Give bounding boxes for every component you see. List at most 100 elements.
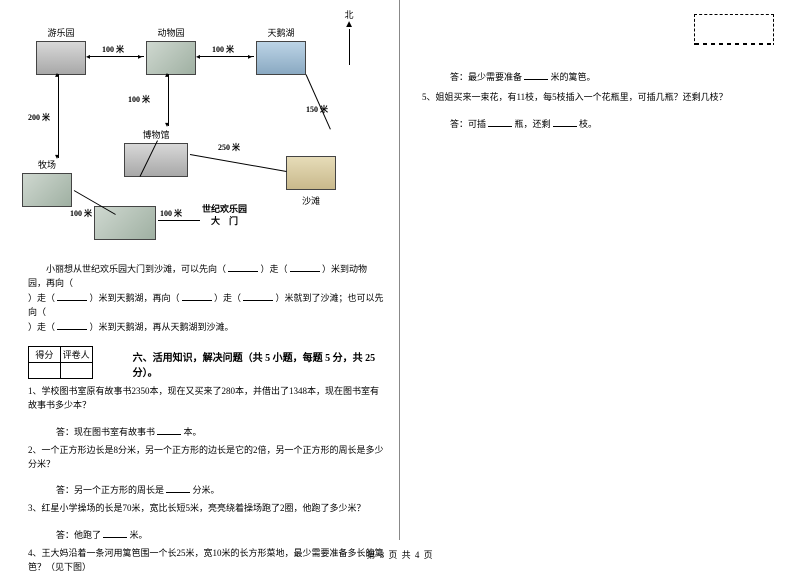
mq-3b: ）米到天鹅湖，再从天鹅湖到沙滩。 (90, 322, 234, 332)
gate-thumb (94, 206, 156, 240)
map-diagram: 北 ▲ 游乐园 动物园 天鹅湖 牧场 博物馆 (28, 8, 358, 258)
mq-2b: ）米到天鹅湖，再向（ (90, 293, 180, 303)
q3-answer: 答：他跑了 米。 (56, 528, 385, 541)
arrow-icon: ▸ (138, 52, 142, 61)
park-thumb (36, 41, 86, 75)
q1-text: 1、学校图书室原有故事书2350本，现在又买来了280本，并借出了1348本，现… (28, 385, 385, 413)
mq-1b: ）走（ (261, 264, 288, 274)
blank[interactable] (182, 291, 212, 301)
map-question: 小丽想从世纪欢乐园大门到沙滩，可以先向（ ）走（ ）米到动物园，再向（ ）走（ … (28, 262, 385, 335)
line-zoo-museum (168, 74, 169, 126)
blank[interactable] (103, 528, 127, 538)
q5-answer: 答：可插 瓶，还剩 枝。 (450, 117, 778, 130)
museum-label: 博物馆 (124, 128, 188, 141)
section-6-title: 六、活用知识，解决问题（共 5 小题，每题 5 分，共 25 分）。 (133, 345, 385, 379)
loc-gate-img (94, 206, 156, 242)
blank[interactable] (57, 291, 87, 301)
line-park-pasture (58, 74, 59, 158)
dist-zoo-lake: 100 米 (212, 44, 234, 55)
arrow-icon: ▴ (165, 70, 169, 79)
score-cell[interactable] (29, 362, 61, 378)
grader-cell[interactable] (60, 362, 92, 378)
q2-ans-b: 分米。 (193, 485, 220, 495)
blank[interactable] (57, 320, 87, 330)
loc-pasture: 牧场 (22, 158, 72, 209)
blank[interactable] (157, 425, 181, 435)
q5-ans-c: 枝。 (579, 119, 597, 129)
blank[interactable] (243, 291, 273, 301)
north-arrowhead-icon: ▲ (344, 21, 354, 29)
dist-museum-gate: 100 米 (160, 208, 182, 219)
arrow-icon: ▾ (55, 152, 59, 161)
right-column: 答：最少需要准备 米的篱笆。 5、姐姐买来一束花，有11枝，每5枝插入一个花瓶里… (400, 0, 800, 540)
score-h1: 得分 (29, 346, 61, 362)
q4-ans-a: 答：最少需要准备 (450, 72, 522, 82)
score-table: 得分 评卷人 (28, 346, 93, 379)
blank[interactable] (228, 262, 258, 272)
q1-ans-b: 本。 (184, 427, 202, 437)
gate-l2: 大 门 (202, 216, 247, 228)
zoo-label: 动物园 (146, 26, 196, 39)
left-column: 北 ▲ 游乐园 动物园 天鹅湖 牧场 博物馆 (0, 0, 400, 540)
q1-answer: 答：现在图书室有故事书 本。 (56, 425, 385, 438)
q2-text: 2、一个正方形边长是8分米，另一个正方形的边长是它的2倍，另一个正方形的周长是多… (28, 444, 385, 472)
pasture-label: 牧场 (22, 158, 72, 171)
line-zoo-lake (198, 56, 254, 57)
arrow-icon: ◂ (86, 52, 90, 61)
beach-thumb (286, 156, 336, 190)
q1-ans-a: 答：现在图书室有故事书 (56, 427, 155, 437)
mq-2a: ）走（ (28, 293, 55, 303)
dist-park-zoo: 100 米 (102, 44, 124, 55)
pasture-thumb (22, 173, 72, 207)
score-row: 得分 评卷人 六、活用知识，解决问题（共 5 小题，每题 5 分，共 25 分）… (28, 345, 385, 379)
q4-ans-b: 米的篱笆。 (551, 72, 596, 82)
arrow-icon: ▴ (55, 70, 59, 79)
loc-amusement-park: 游乐园 (36, 26, 86, 77)
museum-thumb (124, 143, 188, 177)
dist-lake-beach: 150 米 (306, 104, 328, 115)
fence-river-side (695, 43, 773, 45)
score-h2: 评卷人 (60, 346, 92, 362)
mq-3a: ）走（ (28, 322, 55, 332)
beach-label: 沙滩 (286, 194, 336, 207)
page-footer: 第 3 页 共 4 页 (0, 548, 800, 561)
line-lake-beach (306, 74, 331, 129)
q3-text: 3、红星小学操场的长是70米，宽比长短5米，亮亮绕着操场跑了2圈，他跑了多少米？ (28, 502, 385, 516)
blank[interactable] (553, 117, 577, 127)
park-label: 游乐园 (36, 26, 86, 39)
arrow-icon: ▾ (165, 120, 169, 129)
line-park-zoo (88, 56, 144, 57)
line-gate-label (158, 220, 200, 221)
dist-park-pasture: 200 米 (28, 112, 50, 123)
lake-thumb (256, 41, 306, 75)
fence-diagram (694, 14, 774, 46)
lake-label: 天鹅湖 (256, 26, 306, 39)
q4-answer: 答：最少需要准备 米的篱笆。 (450, 70, 778, 85)
loc-gate-label: 世纪欢乐园 大 门 (202, 204, 247, 227)
mq-2c: ）走（ (214, 293, 241, 303)
q3-ans-b: 米。 (130, 530, 148, 540)
q2-answer: 答：另一个正方形的周长是 分米。 (56, 483, 385, 496)
q5-ans-b: 瓶，还剩 (515, 119, 551, 129)
loc-museum: 博物馆 (124, 128, 188, 179)
q2-ans-a: 答：另一个正方形的周长是 (56, 485, 164, 495)
loc-zoo: 动物园 (146, 26, 196, 77)
zoo-thumb (146, 41, 196, 75)
dist-museum-beach: 250 米 (218, 142, 240, 153)
blank[interactable] (290, 262, 320, 272)
dist-zoo-museum: 100 米 (128, 94, 150, 105)
loc-lake: 天鹅湖 (256, 26, 306, 77)
q3-ans-a: 答：他跑了 (56, 530, 101, 540)
loc-beach: 沙滩 (286, 156, 336, 207)
q5-text: 5、姐姐买来一束花，有11枝，每5枝插入一个花瓶里，可插几瓶？还剩几枝？ (422, 91, 778, 105)
arrow-icon: ◂ (196, 52, 200, 61)
line-museum-beach (190, 154, 287, 172)
dist-pasture-gate: 100 米 (70, 208, 92, 219)
blank[interactable] (524, 70, 548, 80)
arrow-icon: ▸ (248, 52, 252, 61)
north-shaft (349, 29, 350, 65)
blank[interactable] (488, 117, 512, 127)
blank[interactable] (166, 483, 190, 493)
mq-1a: 小丽想从世纪欢乐园大门到沙滩，可以先向（ (46, 264, 226, 274)
gate-l1: 世纪欢乐园 (202, 204, 247, 216)
